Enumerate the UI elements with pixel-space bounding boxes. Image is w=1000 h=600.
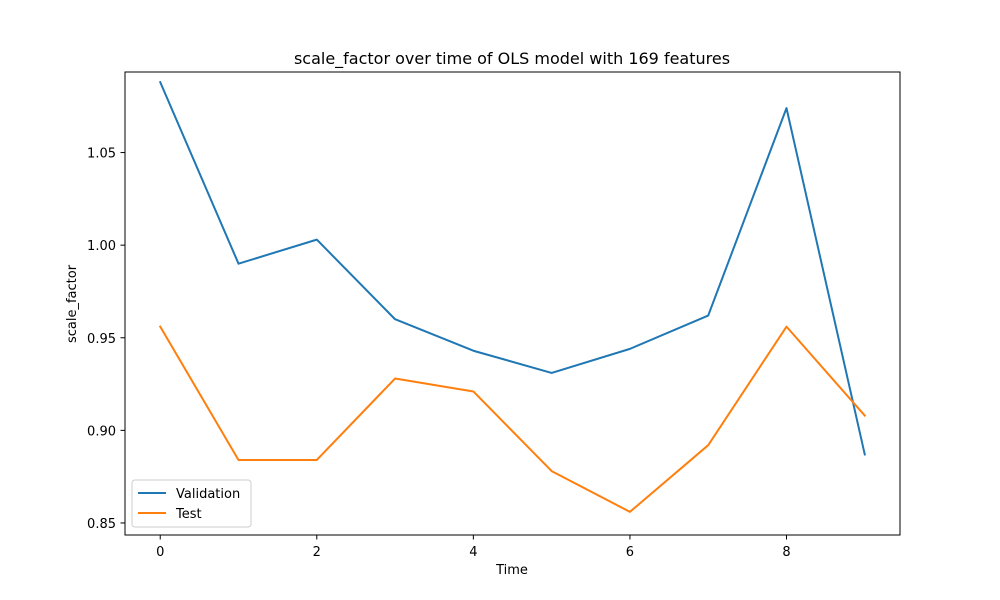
series-line-validation [158,80,866,456]
x-tick-label: 2 [313,545,321,560]
legend-label-validation: Validation [176,487,240,502]
plot-frame [124,71,901,536]
y-axis: 0.85 0.90 0.95 1.00 1.05 [87,147,125,532]
legend-label-test: Test [175,507,202,522]
y-tick-label: 1.05 [87,147,116,162]
y-axis-label: scale_factor [65,264,80,343]
y-tick-label: 1.00 [87,239,116,254]
plot-area [125,72,900,535]
x-tick-label: 8 [782,545,790,560]
x-axis: 0 2 4 6 8 [156,535,791,560]
legend: Validation Test [131,479,252,528]
series-line-test [158,325,867,513]
y-tick-label: 0.85 [87,517,116,532]
x-tick-label: 0 [156,545,164,560]
y-tick-label: 0.95 [87,332,116,347]
chart-title: scale_factor over time of OLS model with… [294,49,730,69]
y-tick-label: 0.90 [87,424,116,439]
legend-box [131,479,252,528]
x-tick-label: 4 [469,545,477,560]
series-layer [158,80,867,513]
x-tick-label: 6 [626,545,634,560]
x-axis-label: Time [495,563,528,578]
